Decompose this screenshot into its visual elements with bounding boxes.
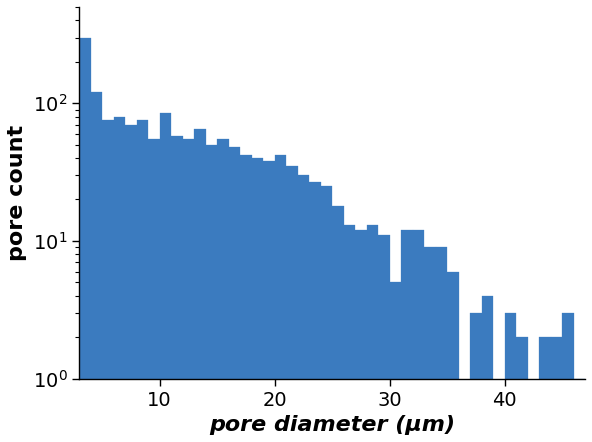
Bar — [298, 175, 309, 442]
Bar — [574, 379, 585, 442]
Bar — [217, 139, 229, 442]
Bar — [194, 129, 205, 442]
Bar — [562, 313, 574, 442]
Bar — [332, 206, 343, 442]
Bar — [343, 225, 355, 442]
Bar — [148, 139, 160, 442]
Bar — [79, 38, 91, 442]
Bar — [171, 136, 182, 442]
Bar — [401, 230, 413, 442]
Bar — [378, 235, 390, 442]
Bar — [137, 120, 148, 442]
Bar — [551, 337, 562, 442]
Bar — [504, 313, 516, 442]
Bar — [91, 92, 102, 442]
X-axis label: pore diameter (μm): pore diameter (μm) — [209, 415, 455, 435]
Bar — [355, 230, 366, 442]
Bar — [240, 155, 252, 442]
Bar — [413, 230, 424, 442]
Bar — [539, 337, 551, 442]
Bar — [286, 166, 298, 442]
Bar — [424, 247, 436, 442]
Bar — [390, 282, 401, 442]
Bar — [516, 337, 527, 442]
Bar — [125, 125, 137, 442]
Bar — [275, 155, 286, 442]
Bar — [309, 182, 320, 442]
Bar — [252, 158, 263, 442]
Bar — [320, 186, 332, 442]
Bar — [470, 313, 481, 442]
Bar — [114, 117, 125, 442]
Bar — [160, 113, 171, 442]
Y-axis label: pore count: pore count — [7, 125, 27, 261]
Bar — [205, 145, 217, 442]
Bar — [182, 139, 194, 442]
Bar — [102, 120, 114, 442]
Bar — [481, 296, 493, 442]
Bar — [436, 247, 447, 442]
Bar — [229, 147, 240, 442]
Bar — [366, 225, 378, 442]
Bar — [447, 271, 459, 442]
Bar — [263, 161, 275, 442]
